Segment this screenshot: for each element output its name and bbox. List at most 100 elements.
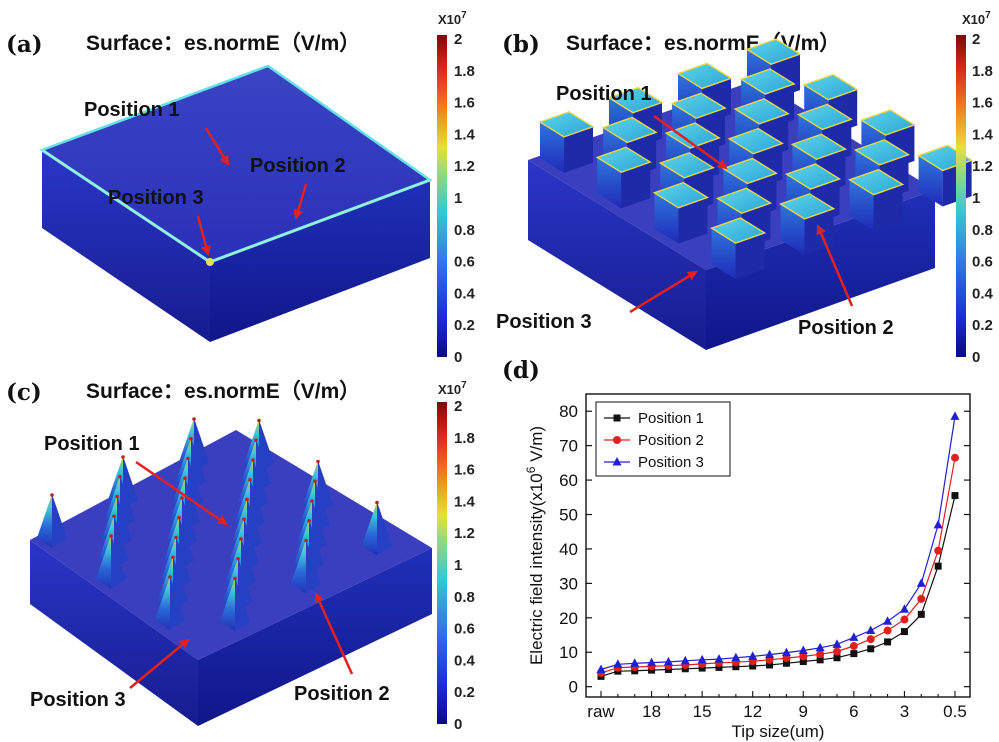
data-point bbox=[698, 664, 706, 672]
panel-d-tag: (d) bbox=[502, 357, 540, 384]
series-line bbox=[600, 416, 956, 671]
colorbar-tick-label: 1.8 bbox=[972, 63, 993, 80]
pillar bbox=[709, 217, 767, 280]
data-point bbox=[916, 578, 926, 587]
data-point bbox=[766, 661, 774, 669]
panel-b-tag: (b) bbox=[502, 31, 540, 58]
data-point bbox=[950, 411, 960, 420]
panel-b-base-right bbox=[706, 190, 935, 350]
y-tick-label: 20 bbox=[559, 609, 578, 628]
panel-a-arrow-3 bbox=[196, 215, 211, 256]
panel-a-title: Surface：es.normE（V/m） bbox=[86, 31, 360, 55]
data-point bbox=[883, 616, 893, 625]
data-point bbox=[798, 645, 808, 655]
panel-a-right-face bbox=[210, 180, 430, 342]
panel-a-block bbox=[39, 64, 433, 342]
data-point bbox=[900, 615, 909, 624]
colorbar-tick-label: 1.2 bbox=[454, 158, 475, 175]
panel-b-colorbar-bar bbox=[956, 35, 966, 357]
colorbar-tick-label: 0.4 bbox=[454, 285, 476, 302]
panel-a-tag: (a) bbox=[6, 31, 43, 58]
panel-b-colorbar-multiplier: X107 bbox=[962, 10, 991, 27]
data-point bbox=[849, 642, 858, 651]
panel-b-title: Surface：es.normE（V/m） bbox=[566, 31, 840, 55]
panel-c-base-left bbox=[30, 540, 198, 726]
panel-c-title: Surface：es.normE（V/m） bbox=[86, 379, 360, 403]
colorbar-tick-label: 0 bbox=[454, 349, 462, 366]
data-point bbox=[799, 658, 807, 666]
data-point bbox=[613, 659, 623, 668]
y-tick-label: 60 bbox=[559, 471, 578, 490]
data-point bbox=[715, 663, 723, 671]
data-point bbox=[917, 610, 925, 618]
panel-a-colorbar: X107 2 1.8 1.6 1.4 1.2 1 0.8 0.6 0.4 0.2 0 bbox=[437, 10, 476, 366]
data-point bbox=[782, 654, 791, 663]
data-point bbox=[833, 654, 841, 662]
panel-a-position-3-label: Position 3 bbox=[108, 187, 204, 209]
panel-a-left-face bbox=[42, 150, 210, 342]
colorbar-tick-label: 1.6 bbox=[454, 95, 475, 112]
data-point bbox=[933, 519, 943, 529]
pyramid bbox=[220, 576, 250, 632]
legend-label: Position 3 bbox=[638, 454, 704, 471]
colorbar-tick-label: 1 bbox=[454, 190, 462, 207]
data-point bbox=[596, 664, 606, 673]
colorbar-tick-label: 0 bbox=[454, 716, 462, 733]
y-tick-label: 30 bbox=[559, 574, 578, 593]
x-tick-label: 6 bbox=[849, 702, 858, 721]
x-tick-label: 15 bbox=[693, 702, 712, 721]
panel-b-arrow-2 bbox=[816, 224, 854, 307]
data-point bbox=[663, 656, 673, 666]
pillar bbox=[595, 146, 652, 209]
panel-b-position-3-label: Position 3 bbox=[496, 311, 592, 333]
x-tick-label: 12 bbox=[743, 702, 762, 721]
data-point bbox=[934, 562, 942, 570]
colorbar-tick-label: 1.2 bbox=[454, 525, 475, 542]
colorbar-tick-label: 1.6 bbox=[454, 462, 475, 479]
data-point bbox=[765, 649, 775, 659]
panel-a-front-edge-left bbox=[41, 148, 211, 264]
data-point bbox=[867, 645, 875, 653]
panel-b: (b) Surface：es.normE（V/m） Position 1 Pos… bbox=[496, 10, 994, 366]
data-point bbox=[697, 654, 707, 664]
panel-a-front-edge-right bbox=[209, 178, 431, 264]
data-point bbox=[850, 650, 858, 658]
panel-a-colorbar-bar bbox=[437, 35, 447, 357]
panel-a-arrow-2 bbox=[293, 183, 308, 220]
panel-a-colorbar-multiplier: X107 bbox=[438, 10, 467, 27]
data-point bbox=[899, 604, 909, 613]
data-point bbox=[781, 647, 791, 657]
colorbar-tick-label: 1.2 bbox=[972, 158, 993, 175]
colorbar-tick-label: 0.4 bbox=[972, 285, 994, 302]
colorbar-tick-label: 0.8 bbox=[454, 589, 475, 606]
colorbar-tick-label: 1.8 bbox=[454, 430, 475, 447]
data-point bbox=[816, 656, 824, 664]
panel-c-block bbox=[30, 417, 432, 726]
data-point bbox=[951, 453, 959, 462]
data-point bbox=[630, 658, 640, 667]
panel-c-position-1-label: Position 1 bbox=[44, 433, 140, 455]
line-chart: 0 10 20 30 40 50 60 70 80 raw 18 15 12 9 6 3 0.5 Tip size… bbox=[524, 393, 971, 741]
data-point bbox=[749, 662, 757, 670]
series-2 bbox=[597, 453, 959, 677]
series-1 bbox=[597, 492, 959, 680]
colorbar-tick-label: 1.4 bbox=[454, 493, 476, 510]
panel-b-block bbox=[528, 38, 974, 350]
data-point bbox=[748, 651, 758, 660]
panel-c-tag: (c) bbox=[6, 379, 42, 406]
data-point bbox=[815, 642, 825, 652]
panel-c-arrow-2 bbox=[314, 592, 354, 675]
panel-d: (d) 0 10 20 30 40 50 60 70 80 raw 18 15 12 9 6 3 0.5 Tip … bbox=[502, 357, 971, 741]
legend: Position 1 Position 2 Position 3 bbox=[595, 401, 731, 477]
colorbar-tick-label: 1.6 bbox=[972, 95, 993, 112]
panel-b-base-left bbox=[528, 160, 706, 350]
data-point bbox=[951, 492, 959, 500]
colorbar-tick-label: 2 bbox=[972, 31, 980, 48]
x-tick-label: 0.5 bbox=[943, 702, 967, 721]
colorbar-tick-label: 0.2 bbox=[454, 684, 475, 701]
panel-b-arrow-1 bbox=[653, 114, 728, 170]
colorbar-tick-label: 0.6 bbox=[972, 254, 993, 271]
data-point bbox=[934, 546, 943, 555]
x-tick-label: 18 bbox=[642, 702, 661, 721]
